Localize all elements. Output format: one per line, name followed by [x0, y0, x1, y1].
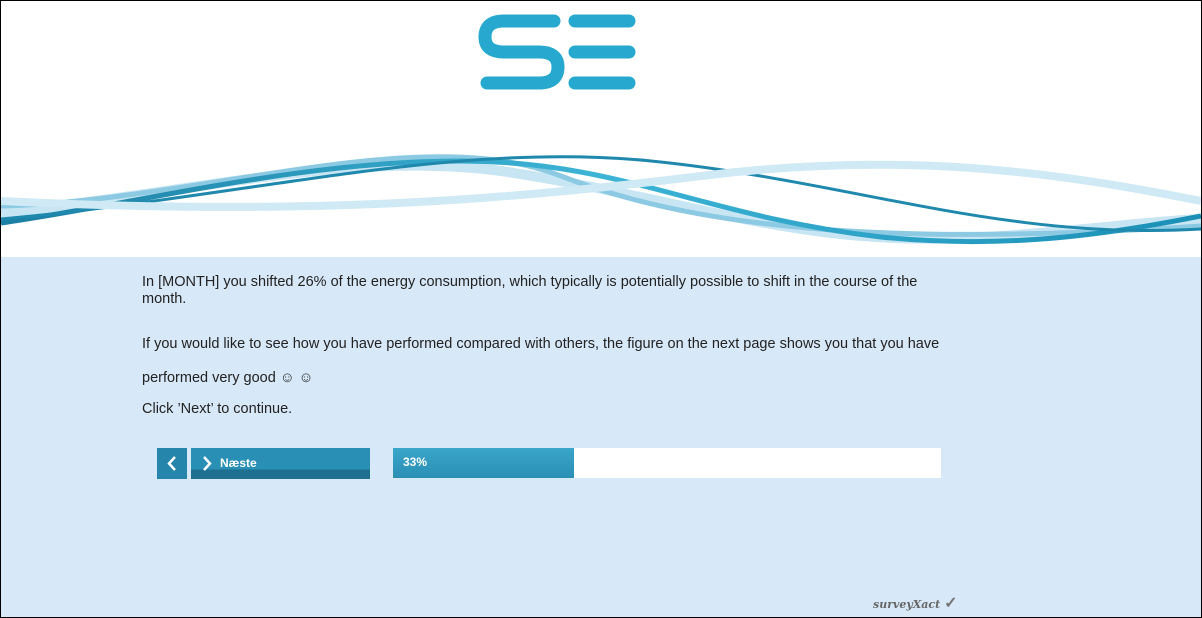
paragraph: Click ’Next’ to continue.: [142, 401, 932, 418]
progress-label: 33%: [403, 455, 427, 469]
brand-text: surveyXact: [873, 598, 940, 611]
content: In [MONTH] you shifted 26% of the energy…: [1, 257, 1201, 617]
back-button[interactable]: [157, 448, 187, 479]
logo: [485, 21, 629, 83]
header: [1, 1, 1201, 257]
waves: [1, 157, 1201, 242]
paragraph: In [MONTH] you shifted 26% of the energy…: [142, 274, 932, 308]
header-graphics: [1, 1, 1201, 257]
next-button[interactable]: Næste: [191, 448, 370, 479]
page: In [MONTH] you shifted 26% of the energy…: [0, 0, 1202, 618]
paragraph: If you would like to see how you have pe…: [142, 327, 952, 395]
next-label: Næste: [220, 456, 257, 470]
brand: surveyXact ✓: [873, 593, 957, 612]
progress-bar: 33%: [393, 448, 941, 478]
